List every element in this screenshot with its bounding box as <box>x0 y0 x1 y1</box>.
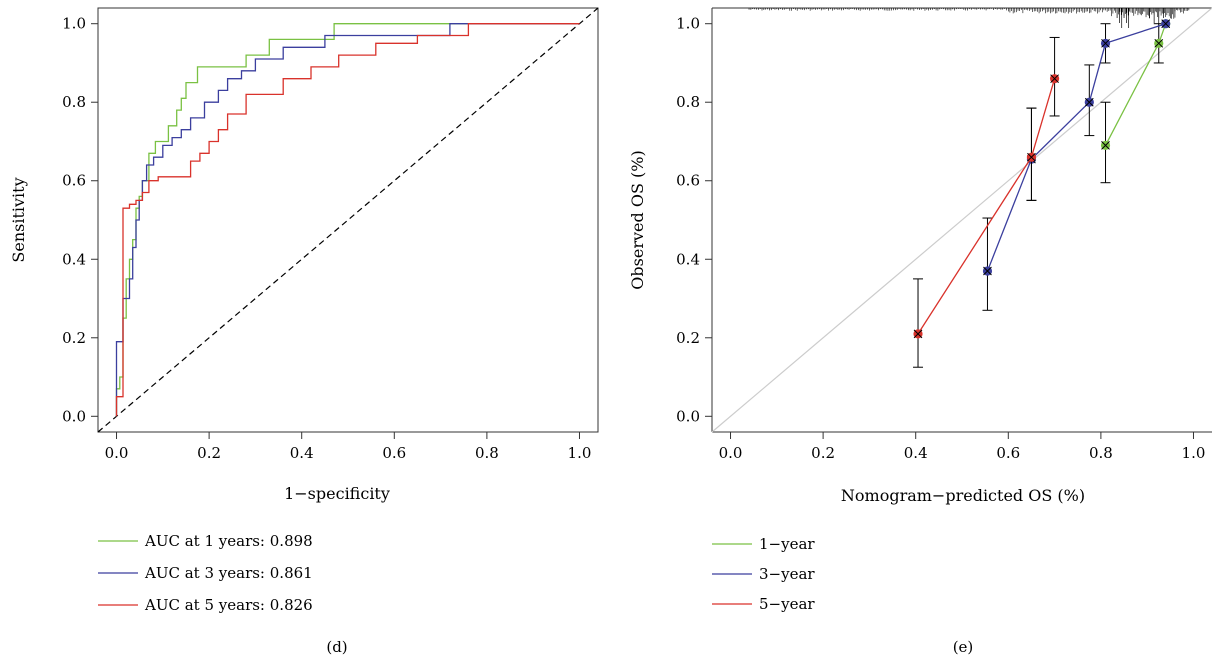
cal-x-tick-label: 0.2 <box>811 444 835 462</box>
roc-curve-series-3 <box>115 23 580 417</box>
roc-y-tick-label: 1.0 <box>62 15 86 33</box>
calibration-line-series-3 <box>917 78 1056 335</box>
calibration-point-cross <box>1154 38 1164 48</box>
cal-x-tick-label: 0.8 <box>1089 444 1113 462</box>
cal-y-tick-label: 0.4 <box>676 250 700 268</box>
calibration-point-cross <box>913 329 923 339</box>
roc-x-tick-label: 0.2 <box>197 444 221 462</box>
legend-label: 1−year <box>759 535 815 553</box>
calibration-x-axis: 0.0 0.2 0.4 0.6 0.8 1.0 <box>719 432 1206 462</box>
cal-x-tick-label: 0.0 <box>719 444 743 462</box>
roc-series-group <box>115 23 580 417</box>
calibration-ideal-diagonal <box>711 7 1212 433</box>
calibration-point-cross <box>1027 152 1036 162</box>
calibration-series-group <box>913 19 1171 368</box>
roc-y-tick-label: 0.2 <box>62 329 86 347</box>
calibration-y-axis: 0.0 0.2 0.4 0.6 0.8 1.0 <box>676 15 712 425</box>
roc-legend: AUC at 1 years: 0.898 AUC at 3 years: 0.8… <box>98 532 313 614</box>
cal-x-tick-label: 0.4 <box>904 444 928 462</box>
roc-x-tick-label: 0.8 <box>475 444 499 462</box>
calibration-line-series-2 <box>986 23 1166 272</box>
roc-plot-frame <box>97 7 599 433</box>
calibration-point-cross <box>1101 141 1110 150</box>
legend-label: AUC at 5 years: 0.826 <box>144 596 313 614</box>
legend-label: 5−year <box>759 595 815 613</box>
calibration-point-cross <box>1050 74 1059 84</box>
roc-x-axis-label: 1−specificity <box>284 484 390 503</box>
cal-x-tick-label: 1.0 <box>1182 444 1206 462</box>
roc-x-axis: 0.0 0.2 0.4 0.6 0.8 1.0 <box>105 432 592 462</box>
roc-reference-diagonal <box>97 7 599 433</box>
calibration-y-axis-label: Observed OS (%) <box>628 150 647 289</box>
calibration-x-axis-label: Nomogram−predicted OS (%) <box>841 486 1085 505</box>
roc-y-tick-label: 0.6 <box>62 172 86 190</box>
calibration-point-cross <box>1161 19 1171 29</box>
roc-y-tick-label: 0.8 <box>62 93 86 111</box>
roc-x-tick-label: 0.0 <box>105 444 129 462</box>
roc-y-tick-label: 0.0 <box>62 407 86 425</box>
cal-x-tick-label: 0.6 <box>996 444 1020 462</box>
cal-y-tick-label: 1.0 <box>676 15 700 33</box>
calibration-point-cross <box>1101 38 1110 48</box>
legend-label: AUC at 3 years: 0.861 <box>144 564 313 582</box>
legend-label: 3−year <box>759 565 815 583</box>
roc-y-axis-label: Sensitivity <box>9 177 28 262</box>
roc-x-tick-label: 1.0 <box>568 444 592 462</box>
roc-x-tick-label: 0.6 <box>382 444 406 462</box>
roc-y-axis: 0.0 0.2 0.4 0.6 0.8 1.0 <box>62 15 98 425</box>
roc-panel: 0.0 0.2 0.4 0.6 0.8 1.0 0.0 0.2 0.4 0.6 0.8 1.0 1−… <box>9 7 599 656</box>
calibration-point-cross <box>983 266 992 276</box>
roc-curve-series-2 <box>115 23 580 417</box>
cal-y-tick-label: 0.0 <box>676 407 700 425</box>
roc-y-tick-label: 0.4 <box>62 250 86 268</box>
cal-y-tick-label: 0.8 <box>676 93 700 111</box>
roc-x-tick-label: 0.4 <box>290 444 314 462</box>
panel-label-d: (d) <box>326 638 347 656</box>
legend-label: AUC at 1 years: 0.898 <box>144 532 313 550</box>
cal-y-tick-label: 0.2 <box>676 329 700 347</box>
calibration-panel: 0.0 0.2 0.4 0.6 0.8 1.0 0.0 0.2 0.4 0.6 0.8 1.0 No… <box>628 7 1212 656</box>
cal-y-tick-label: 0.6 <box>676 172 700 190</box>
panel-label-e: (e) <box>953 638 974 656</box>
calibration-legend: 1−year 3−year 5−year <box>712 535 815 613</box>
calibration-rug <box>748 8 1190 28</box>
calibration-point-cross <box>1084 97 1094 107</box>
